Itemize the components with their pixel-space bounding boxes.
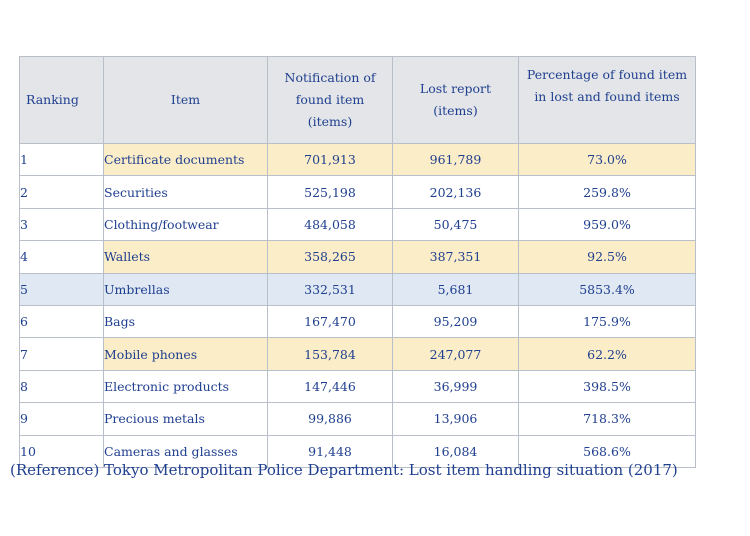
- table-row: 7 Mobile phones 153,784 247,077 62.2%: [19, 337, 696, 371]
- rank-cell: 8: [19, 369, 104, 404]
- item-cell: Clothing/footwear: [103, 207, 268, 242]
- percentage-cell: 959.0%: [518, 207, 696, 242]
- item-cell: Mobile phones: [103, 337, 268, 371]
- table-row: 4 Wallets 358,265 387,351 92.5%: [19, 240, 696, 274]
- rank-cell: 10: [19, 434, 104, 468]
- percentage-cell: 175.9%: [518, 304, 696, 339]
- percentage-cell: 5853.4%: [518, 272, 696, 306]
- header-notification-found: Notification of found item (items): [267, 56, 393, 144]
- rank-cell: 9: [19, 402, 104, 436]
- reference-caption: (Reference) Tokyo Metropolitan Police De…: [10, 461, 678, 479]
- header-ranking: Ranking: [19, 56, 104, 144]
- lost-cell: 36,999: [392, 369, 519, 404]
- table-row: 9 Precious metals 99,886 13,906 718.3%: [19, 402, 696, 436]
- item-cell: Bags: [103, 304, 268, 339]
- found-cell: 167,470: [267, 304, 393, 339]
- found-cell: 99,886: [267, 402, 393, 436]
- lost-cell: 95,209: [392, 304, 519, 339]
- item-cell: Wallets: [103, 240, 268, 274]
- header-percentage-line2: in lost and found items: [534, 89, 680, 104]
- item-cell: Cameras and glasses: [103, 434, 268, 468]
- rank-cell: 6: [19, 304, 104, 339]
- header-percentage-line1: Percentage of found item: [526, 67, 688, 82]
- item-cell: Securities: [103, 175, 268, 209]
- found-cell: 358,265: [267, 240, 393, 274]
- percentage-cell: 259.8%: [518, 175, 696, 209]
- header-notification-line2: found item: [295, 92, 365, 107]
- item-cell: Precious metals: [103, 402, 268, 436]
- table-row: 6 Bags 167,470 95,209 175.9%: [19, 304, 696, 339]
- rank-cell: 4: [19, 240, 104, 274]
- found-cell: 701,913: [267, 142, 393, 177]
- table-row: 2 Securities 525,198 202,136 259.8%: [19, 175, 696, 209]
- table-row: 3 Clothing/footwear 484,058 50,475 959.0…: [19, 207, 696, 242]
- header-notification-line3: (items): [307, 114, 353, 129]
- percentage-cell: 62.2%: [518, 337, 696, 371]
- percentage-cell: 92.5%: [518, 240, 696, 274]
- rank-cell: 3: [19, 207, 104, 242]
- table-row: 8 Electronic products 147,446 36,999 398…: [19, 369, 696, 404]
- lost-and-found-table: Ranking Item Notification of found item …: [19, 56, 696, 468]
- percentage-cell: 718.3%: [518, 402, 696, 436]
- item-cell: Certificate documents: [103, 142, 268, 177]
- item-cell: Umbrellas: [103, 272, 268, 306]
- rank-cell: 5: [19, 272, 104, 306]
- table-row: 5 Umbrellas 332,531 5,681 5853.4%: [19, 272, 696, 306]
- table-row: 10 Cameras and glasses 91,448 16,084 568…: [19, 434, 696, 468]
- header-lost-line1: Lost report: [419, 81, 492, 96]
- found-cell: 484,058: [267, 207, 393, 242]
- found-cell: 153,784: [267, 337, 393, 371]
- lost-cell: 50,475: [392, 207, 519, 242]
- percentage-cell: 398.5%: [518, 369, 696, 404]
- header-notification-line1: Notification of: [284, 70, 376, 85]
- rank-cell: 2: [19, 175, 104, 209]
- header-item: Item: [103, 56, 268, 144]
- lost-cell: 247,077: [392, 337, 519, 371]
- table-row: 1 Certificate documents 701,913 961,789 …: [19, 142, 696, 177]
- item-cell: Electronic products: [103, 369, 268, 404]
- lost-cell: 13,906: [392, 402, 519, 436]
- lost-cell: 387,351: [392, 240, 519, 274]
- header-lost-line2: (items): [433, 103, 478, 118]
- lost-cell: 202,136: [392, 175, 519, 209]
- found-cell: 147,446: [267, 369, 393, 404]
- percentage-cell: 73.0%: [518, 142, 696, 177]
- found-cell: 525,198: [267, 175, 393, 209]
- lost-cell: 5,681: [392, 272, 519, 306]
- found-cell: 332,531: [267, 272, 393, 306]
- rank-cell: 1: [19, 142, 104, 177]
- lost-cell: 16,084: [392, 434, 519, 468]
- percentage-cell: 568.6%: [518, 434, 696, 468]
- rank-cell: 7: [19, 337, 104, 371]
- header-lost-report: Lost report (items): [392, 56, 519, 144]
- header-percentage: Percentage of found item in lost and fou…: [518, 56, 696, 144]
- lost-cell: 961,789: [392, 142, 519, 177]
- table-header-row: Ranking Item Notification of found item …: [19, 56, 696, 144]
